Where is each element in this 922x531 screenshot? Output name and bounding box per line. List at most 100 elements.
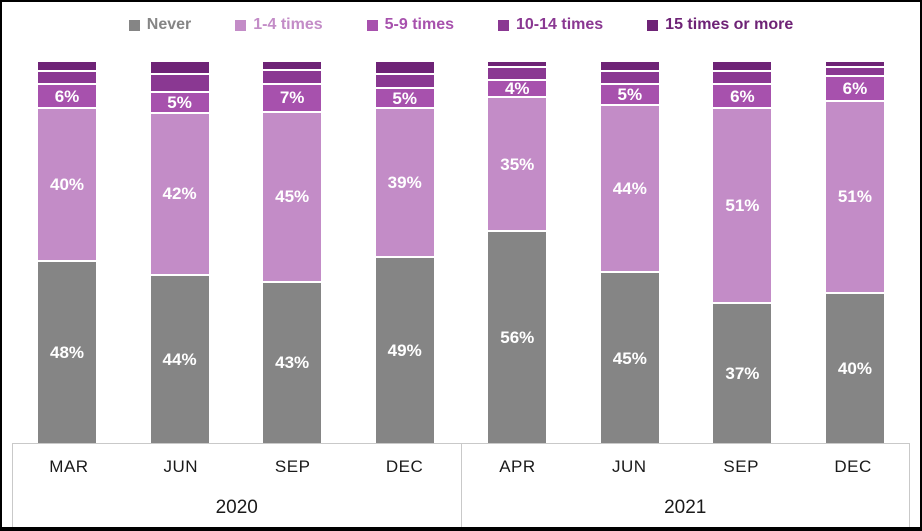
segment-label: 6% [54,86,80,106]
segment-1-4-times: 44% [600,103,659,272]
axis-month-sep-2021: SEP [723,456,759,476]
segment-15-times-or-more [488,62,547,66]
axis-month-jun-2020: JUN [163,456,199,476]
segment-label: 43% [275,353,310,373]
segment-10-14-times [38,69,96,83]
axis-month-mar-2020: MAR [49,456,89,476]
segment-never: 56% [488,230,547,443]
bar-jun-2021: 5% 44% 45% [600,62,659,443]
legend-item-15-times-or-more: 15 times or more [647,16,793,34]
segment-label: 40% [837,358,872,378]
legend-item-never: Never [128,16,192,34]
segment-label: 48% [49,343,85,363]
x-axis-table: MAR JUN SEP DEC 2020 APR JUN SEP DEC 2021 [12,443,910,527]
segment-label: 7% [279,88,305,108]
axis-month-apr-2021: APR [499,456,536,476]
legend-swatch-icon [235,19,247,31]
segment-label: 44% [612,179,647,199]
segment-15-times-or-more [263,62,322,70]
plot-area: 6% 40% 48% 5% 42% 44% 7% 45% 43% 5% 39% 49% 4% 35% 56%… [2,48,920,443]
chart-legend: Never 1-4 times 5-9 times 10-14 times 15 tim… [2,2,920,48]
segment-5-9-times: 5% [150,90,209,112]
bar-apr-2021: 4% 35% 56% [488,62,547,443]
segment-label: 56% [500,328,535,347]
legend-swatch-icon [647,19,659,31]
bar-dec-2021: 6% 51% 40% [825,62,884,443]
segment-1-4-times: 51% [713,107,772,302]
segment-5-9-times: 5% [375,86,434,108]
segment-5-9-times: 5% [600,82,659,104]
segment-10-14-times [713,69,772,83]
segment-1-4-times: 45% [263,110,322,281]
segment-label: 49% [387,341,422,361]
segment-label: 5% [167,92,192,112]
bar-sep-2020: 7% 45% 43% [263,62,322,443]
legend-swatch-icon [128,19,140,31]
segment-10-14-times [488,65,547,80]
axis-group-2021: APR JUN SEP DEC 2021 [460,444,910,527]
legend-item-10-14-times: 10-14 times [498,16,603,34]
segment-10-14-times [150,73,209,91]
axis-month-dec-2020: DEC [385,456,424,476]
segment-label: 6% [730,86,755,106]
segment-5-9-times: 4% [488,79,547,99]
segment-1-4-times: 39% [375,107,434,257]
segment-label: 4% [504,79,530,99]
segment-label: 42% [162,184,197,204]
segment-5-9-times: 6% [38,82,96,108]
segment-5-9-times: 6% [825,75,884,100]
legend-label: Never [146,16,192,33]
segment-1-4-times: 40% [38,107,96,261]
segment-15-times-or-more [713,62,772,70]
segment-15-times-or-more [38,62,96,70]
bar-dec-2020: 5% 39% 49% [375,62,434,443]
bar-jun-2020: 5% 42% 44% [150,62,209,443]
segment-label: 45% [275,187,310,207]
segment-10-14-times [825,65,884,76]
segment-label: 5% [392,88,417,108]
axis-month-row: MAR JUN SEP DEC [13,444,461,489]
legend-item-5-9-times: 5-9 times [366,16,454,34]
segment-label: 40% [49,175,85,195]
segment-label: 45% [612,348,647,368]
axis-month-row: APR JUN SEP DEC [462,444,910,489]
segment-never: 45% [600,271,659,443]
segment-label: 35% [500,154,535,174]
segment-1-4-times: 51% [825,99,884,292]
segment-5-9-times: 6% [713,82,772,108]
axis-month-sep-2020: SEP [274,456,311,476]
bar-sep-2021: 6% 51% 37% [713,62,772,443]
legend-label: 15 times or more [665,16,794,33]
axis-year-2020: 2020 [215,497,258,518]
segment-10-14-times [600,69,659,83]
axis-month-dec-2021: DEC [834,456,872,476]
segment-10-14-times [375,73,434,87]
segment-label: 39% [387,173,422,193]
axis-group-2020: MAR JUN SEP DEC 2020 [13,444,461,527]
segment-5-9-times: 7% [263,82,322,111]
segment-label: 37% [725,363,760,383]
segment-never: 43% [263,280,322,443]
segment-label: 5% [617,84,643,104]
segment-never: 40% [825,291,884,443]
legend-label: 10-14 times [516,16,604,33]
segment-15-times-or-more [375,62,434,74]
segment-1-4-times: 35% [488,96,547,231]
bar-mar-2020: 6% 40% 48% [38,62,96,443]
segment-10-14-times [263,69,322,83]
legend-label: 1-4 times [253,16,323,33]
segment-label: 51% [725,196,760,216]
legend-label: 5-9 times [384,16,454,33]
legend-swatch-icon [366,19,378,31]
segment-15-times-or-more [150,62,209,74]
segment-1-4-times: 42% [150,111,209,274]
segment-label: 44% [162,349,197,369]
segment-label: 6% [842,78,868,98]
legend-item-1-4-times: 1-4 times [235,16,323,34]
axis-year-2021: 2021 [664,497,707,518]
axis-month-jun-2021: JUN [612,456,647,476]
segment-15-times-or-more [825,62,884,66]
segment-label: 51% [837,187,872,207]
legend-swatch-icon [498,19,509,31]
